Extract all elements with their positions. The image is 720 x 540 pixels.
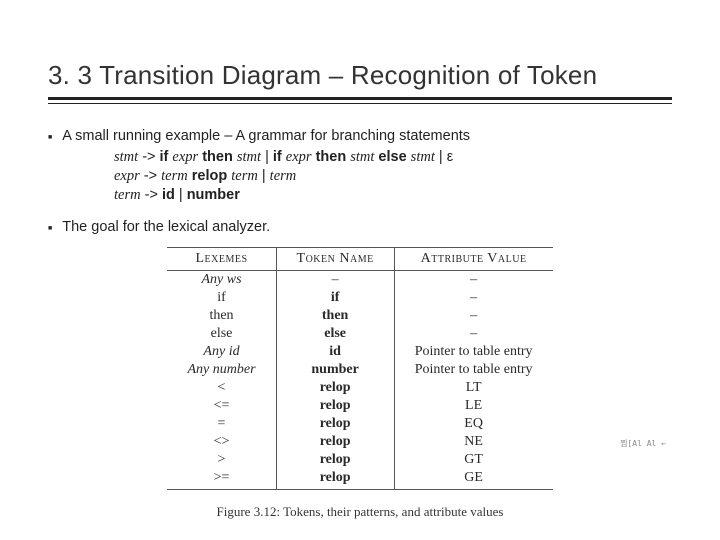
th-lexemes: Lexemes [167, 247, 276, 270]
g3-id: id [162, 187, 175, 203]
cell-attr: LE [394, 397, 552, 415]
g1-stmt2: stmt [350, 149, 374, 165]
token-table: Lexemes Token Name Attribute Value Any w… [167, 247, 552, 490]
table-row: Any numbernumberPointer to table entry [167, 361, 552, 379]
th-tokenname: Token Name [276, 247, 394, 270]
cell-lexeme: Any number [167, 361, 276, 379]
g1-then: then [202, 149, 233, 165]
cell-token: id [276, 343, 394, 361]
cell-token: – [276, 270, 394, 289]
bullet-marker: ■ [48, 134, 52, 141]
artifact-text: 찜[Al Al ← [620, 438, 666, 449]
cell-lexeme: > [167, 451, 276, 469]
g1-bar1: | [265, 149, 269, 165]
cell-token: relop [276, 415, 394, 433]
g1-then2: then [316, 149, 347, 165]
cell-lexeme: Any id [167, 343, 276, 361]
table-row: thenthen– [167, 307, 552, 325]
cell-attr: – [394, 307, 552, 325]
g3-arrow: -> [145, 187, 158, 203]
g2-term: term [161, 168, 188, 184]
cell-token: if [276, 289, 394, 307]
bullet-2: ■ The goal for the lexical analyzer. [48, 219, 672, 235]
title-rule-thick [48, 97, 672, 100]
g1-stmt: stmt [237, 149, 261, 165]
cell-attr: NE [394, 433, 552, 451]
cell-token: relop [276, 379, 394, 397]
cell-token: then [276, 307, 394, 325]
g1-stmt3: stmt [411, 149, 435, 165]
table-row: Any ididPointer to table entry [167, 343, 552, 361]
cell-lexeme: < [167, 379, 276, 397]
cell-token: relop [276, 469, 394, 490]
bullet-marker-2: ■ [48, 225, 52, 232]
cell-attr: LT [394, 379, 552, 397]
bullet-1: ■ A small running example – A grammar fo… [48, 128, 672, 144]
cell-lexeme: if [167, 289, 276, 307]
g1-expr: expr [172, 149, 198, 165]
cell-attr: Pointer to table entry [394, 361, 552, 379]
cell-lexeme: then [167, 307, 276, 325]
figure-wrap: Lexemes Token Name Attribute Value Any w… [48, 247, 672, 520]
table-header-row: Lexemes Token Name Attribute Value [167, 247, 552, 270]
cell-attr: – [394, 325, 552, 343]
table-row: Any ws–– [167, 270, 552, 289]
g2-term2: term [231, 168, 258, 184]
g3-number: number [187, 187, 240, 203]
cell-lexeme: <= [167, 397, 276, 415]
cell-token: else [276, 325, 394, 343]
g3-lhs: term [114, 187, 141, 203]
cell-token: number [276, 361, 394, 379]
g2-term3: term [270, 168, 297, 184]
cell-lexeme: else [167, 325, 276, 343]
table-row: =relopEQ [167, 415, 552, 433]
cell-lexeme: = [167, 415, 276, 433]
grammar-block: stmt -> if expr then stmt | if expr then… [114, 148, 672, 205]
grammar-line-3: term -> id | number [114, 186, 672, 205]
cell-token: relop [276, 433, 394, 451]
title-rule-thin [48, 103, 672, 104]
cell-attr: GE [394, 469, 552, 490]
g2-lhs: expr [114, 168, 140, 184]
cell-attr: EQ [394, 415, 552, 433]
cell-attr: GT [394, 451, 552, 469]
cell-token: relop [276, 397, 394, 415]
figure-caption: Figure 3.12: Tokens, their patterns, and… [167, 504, 552, 520]
cell-attr: – [394, 270, 552, 289]
grammar-line-2: expr -> term relop term | term [114, 167, 672, 186]
cell-lexeme: <> [167, 433, 276, 451]
g3-bar: | [179, 187, 183, 203]
g2-relop: relop [192, 168, 227, 184]
cell-lexeme: Any ws [167, 270, 276, 289]
g2-bar: | [262, 168, 266, 184]
grammar-line-1: stmt -> if expr then stmt | if expr then… [114, 148, 672, 167]
table-row: ifif– [167, 289, 552, 307]
cell-attr: – [394, 289, 552, 307]
g1-bar2: | [439, 149, 443, 165]
table-row: <=relopLE [167, 397, 552, 415]
g1-expr2: expr [286, 149, 312, 165]
cell-attr: Pointer to table entry [394, 343, 552, 361]
th-attrvalue: Attribute Value [394, 247, 552, 270]
table-row: <>relopNE [167, 433, 552, 451]
g1-else: else [378, 149, 406, 165]
slide-title: 3. 3 Transition Diagram – Recognition of… [48, 60, 672, 91]
g1-if: if [160, 149, 169, 165]
table-row: <relopLT [167, 379, 552, 397]
g1-if2: if [273, 149, 282, 165]
g1-lhs: stmt [114, 149, 138, 165]
table-row: >=relopGE [167, 469, 552, 490]
bullet-1-text: A small running example – A grammar for … [62, 128, 470, 144]
g1-arrow: -> [142, 149, 155, 165]
g2-arrow: -> [144, 168, 157, 184]
table-row: elseelse– [167, 325, 552, 343]
cell-token: relop [276, 451, 394, 469]
g1-eps: ε [447, 149, 453, 165]
bullet-2-text: The goal for the lexical analyzer. [62, 219, 270, 235]
table-row: >relopGT [167, 451, 552, 469]
cell-lexeme: >= [167, 469, 276, 490]
